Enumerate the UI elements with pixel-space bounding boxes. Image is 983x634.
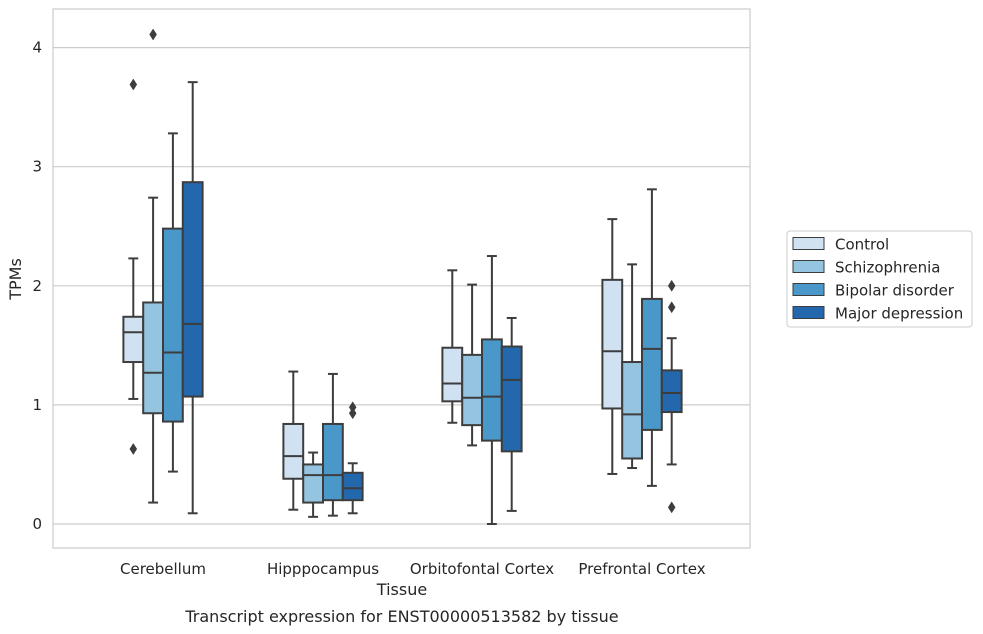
box-control [601,218,624,475]
x-tick-labels: Cerebellum Hipppocampus Orbitofontal Corte… [120,560,706,578]
outlier-point [667,279,676,292]
box-schizophrenia [302,451,325,518]
box-body [282,422,305,480]
box-body [641,297,663,431]
y-tick-label: 0 [32,515,42,533]
legend-label: Bipolar disorder [835,282,955,300]
box-body [322,422,344,502]
plot-frame [52,8,751,549]
box-major-depression [341,401,364,515]
box-bipolar-disorder [641,188,663,487]
box-body [162,227,184,423]
box-body [122,315,145,364]
box-body [601,278,624,410]
box-major-depression [181,81,204,515]
outlier-point [667,501,676,514]
box-body [461,353,484,427]
grid-lines [53,46,750,525]
box-bipolar-disorder [322,372,344,517]
y-tick-label: 2 [32,277,42,295]
boxes [122,28,683,525]
y-tick-label: 3 [32,158,42,176]
outlier-point [667,301,676,314]
box-major-depression [500,316,523,512]
legend-swatch [792,260,825,273]
box-schizophrenia [621,263,644,470]
legend-swatch [792,237,825,250]
box-body [302,463,325,504]
legend-label: Major depression [835,305,963,323]
legend-label: Control [835,236,889,254]
box-body [660,369,683,414]
y-tick-label: 4 [32,39,42,57]
outlier-point [149,28,157,41]
box-control [282,370,305,511]
y-tick-label: 1 [32,396,42,414]
y-tick-labels: 0 1 2 3 4 [32,39,42,533]
outlier-point [129,443,138,455]
x-axis-title: Tissue [376,580,427,599]
box-schizophrenia [142,28,164,504]
y-axis-title: TPMs [6,258,25,301]
box-body [341,471,364,502]
box-body [621,361,644,460]
legend: Control Schizophrenia Bipolar disorder Majo… [786,230,973,328]
outlier-point [129,78,138,91]
box-body [500,345,523,453]
x-tick-label: Hipppocampus [267,560,379,578]
x-tick-label: Cerebellum [120,560,206,578]
outlier-point [348,401,357,414]
x-tick-label: Prefrontal Cortex [578,560,705,578]
legend-swatch [792,283,825,296]
box-body [181,181,204,398]
box-body [142,301,164,415]
box-body [441,346,464,403]
box-control [122,78,145,455]
box-bipolar-disorder [162,132,184,473]
box-control [441,269,464,424]
box-schizophrenia [461,283,484,447]
legend-frame [786,230,973,328]
legend-label: Schizophrenia [835,259,940,277]
legend-swatch [792,306,825,319]
box-body [481,338,503,442]
x-tick-label: Orbitofontal Cortex [410,560,554,578]
box-major-depression [660,279,683,514]
box-bipolar-disorder [481,255,503,525]
chart-caption: Transcript expression for ENST0000051358… [184,607,618,626]
